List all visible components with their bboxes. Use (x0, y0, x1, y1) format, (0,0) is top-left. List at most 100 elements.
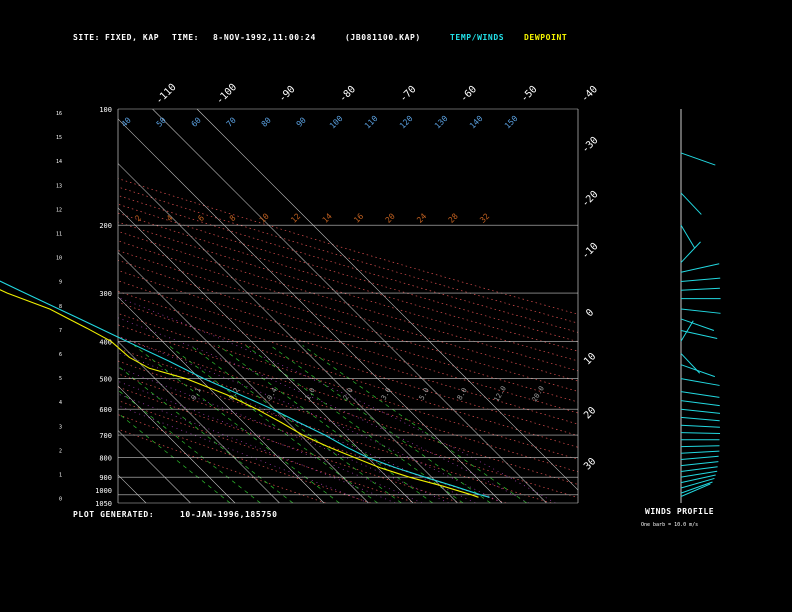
wind-barb (680, 466, 718, 472)
height-tick-label: 12 (56, 207, 62, 213)
theta-label-row2: 2 (133, 213, 143, 223)
wind-barb (680, 329, 718, 340)
legend-temp: TEMP/WINDS (450, 33, 505, 42)
isotherm (118, 118, 503, 503)
dry-adiabat (118, 301, 578, 448)
plot-generated-label: PLOT GENERATED: (73, 510, 155, 519)
wind-barb (680, 318, 715, 331)
isotherm (118, 385, 236, 503)
mixing-ratio-line (118, 412, 231, 503)
isotherm (118, 207, 414, 503)
height-tick-label: 11 (56, 232, 62, 238)
dewpoint-profile-line (0, 289, 479, 498)
plot-generated-value: 10-JAN-1996,185750 (180, 510, 278, 519)
wind-barb (680, 481, 713, 494)
wind-barb (680, 408, 721, 414)
wind-barb (680, 320, 694, 342)
dry-adiabat (118, 195, 578, 333)
mixing-ratio-line (302, 345, 527, 503)
moist-adiabat (118, 297, 556, 503)
wind-barb (680, 391, 720, 398)
dry-adiabat (118, 400, 417, 503)
height-tick-label: 2 (59, 448, 62, 454)
height-tick-label: 0 (59, 497, 62, 503)
wind-barb (680, 277, 721, 283)
height-tick-label: 8 (59, 304, 62, 310)
mixing-ratio-line (218, 345, 433, 503)
legend-dewpoint: DEWPOINT (524, 33, 568, 42)
site-label: SITE: (73, 33, 101, 42)
wind-barb (680, 192, 702, 215)
site-value: FIXED, KAP (105, 33, 160, 42)
mixing-ratio-line (245, 345, 464, 503)
height-tick-label: 10 (56, 256, 62, 262)
mixing-ratio-line (118, 365, 294, 503)
dry-adiabat (118, 324, 578, 473)
mixing-ratio-line (118, 389, 261, 503)
wind-barb (680, 455, 719, 461)
theta-label-row2: 8 (228, 213, 238, 223)
height-tick-label: 6 (59, 352, 62, 358)
height-tick-label: 4 (59, 400, 62, 406)
moist-adiabat (118, 380, 423, 503)
height-tick-label: 3 (59, 424, 62, 430)
wind-barb (680, 474, 716, 484)
isotherm (118, 252, 369, 503)
wind-barb (680, 308, 721, 314)
dry-adiabat (118, 203, 578, 343)
wind-barb (680, 378, 720, 386)
dry-adiabat (118, 250, 578, 392)
pressure-tick-label: 300 (99, 290, 112, 298)
temperature-profile-line (0, 280, 490, 498)
winds-profile-label: WINDS PROFILE (645, 507, 715, 516)
pressure-tick-label: 1050 (95, 500, 112, 508)
isotherm (118, 163, 458, 503)
wind-barb (680, 432, 721, 434)
wind-barb (680, 445, 720, 448)
pressure-tick-label: 400 (99, 338, 112, 346)
dry-adiabat (118, 348, 578, 498)
height-tick-label: 9 (59, 280, 62, 286)
height-tick-label: 14 (56, 159, 62, 165)
pressure-tick-label: 700 (99, 432, 112, 440)
pressure-tick-label: 1000 (95, 487, 112, 495)
time-value: 8-NOV-1992,11:00:24 (213, 33, 316, 42)
pressure-tick-label: 200 (99, 222, 112, 230)
wind-barb (680, 241, 701, 263)
isotherm (152, 109, 547, 503)
isotherm (118, 430, 191, 503)
wind-barb (680, 483, 711, 497)
wind-barb (680, 416, 720, 422)
wind-barb (680, 424, 720, 428)
height-tick-label: 16 (56, 111, 62, 117)
pressure-tick-label: 900 (99, 474, 112, 482)
wind-barb (680, 450, 720, 454)
height-tick-label: 7 (59, 328, 62, 334)
wind-barb (680, 477, 715, 489)
theta-label-row2: 4 (165, 213, 175, 223)
wind-barb (680, 152, 716, 166)
mixing-ratio-line (270, 345, 491, 503)
isotherm (196, 109, 578, 491)
time-label: TIME: (172, 33, 200, 42)
wind-barb (680, 263, 720, 273)
wind-barb (680, 400, 720, 407)
mixing-ratio-line (133, 345, 340, 503)
height-tick-label: 15 (56, 135, 62, 141)
height-tick-label: 13 (56, 183, 62, 189)
file-id: (JB081100.KAP) (345, 33, 421, 42)
dry-adiabat (118, 240, 578, 382)
theta-label-row2: 6 (196, 213, 206, 223)
pressure-tick-label: 100 (99, 106, 112, 114)
height-tick-label: 5 (59, 376, 62, 382)
pressure-tick-label: 800 (99, 454, 112, 462)
wind-barb (680, 224, 695, 249)
moist-adiabat (118, 317, 529, 503)
wind-barb (680, 470, 718, 478)
pressure-tick-label: 500 (99, 376, 112, 384)
plot-area (118, 109, 578, 503)
wind-barb (680, 353, 701, 374)
isotherm (118, 296, 325, 503)
